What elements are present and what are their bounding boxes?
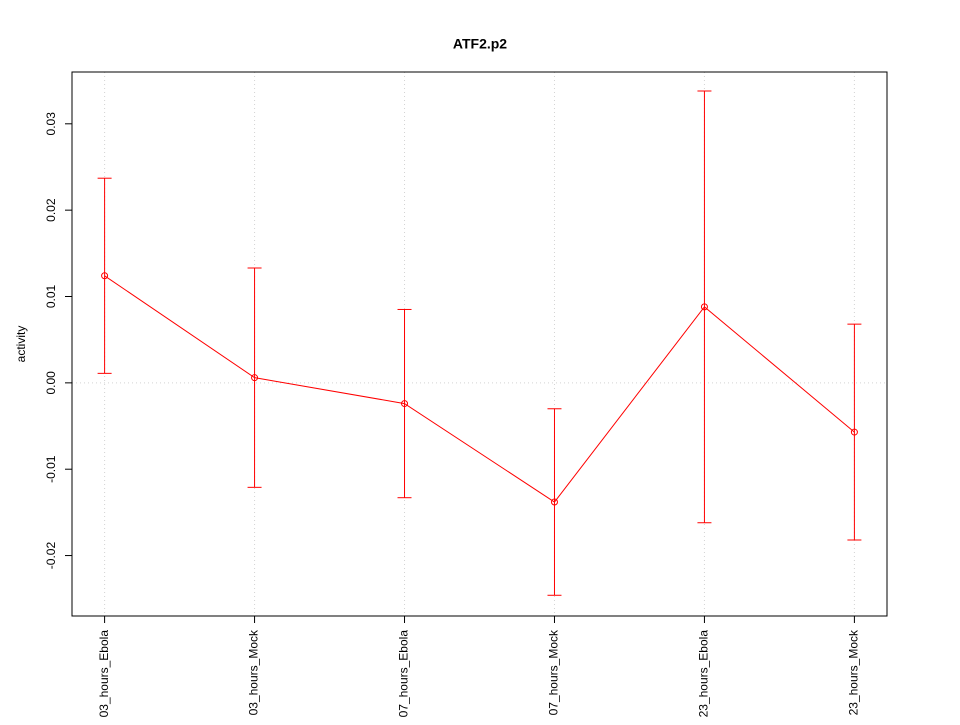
y-axis-label: activity bbox=[14, 326, 28, 363]
y-tick-label: 0.00 bbox=[44, 371, 58, 395]
y-tick-label: 0.02 bbox=[44, 198, 58, 222]
point bbox=[850, 428, 858, 436]
y-tick-label: -0.02 bbox=[44, 542, 58, 570]
error-bar bbox=[847, 323, 862, 541]
x-tick-label: 07_hours_Ebola bbox=[397, 630, 411, 718]
plot-frame bbox=[71, 71, 888, 617]
error-bar bbox=[697, 90, 712, 524]
x-tick-label: 23_hours_Ebola bbox=[697, 630, 711, 718]
x-tick-label: 03_hours_Mock bbox=[247, 629, 261, 715]
point bbox=[251, 374, 259, 382]
x-tick-label: 03_hours_Ebola bbox=[97, 630, 111, 718]
point bbox=[700, 303, 708, 311]
y-tick-label: 0.03 bbox=[44, 112, 58, 136]
chart-title: ATF2.p2 bbox=[453, 36, 507, 52]
x-tick-label: 23_hours_Mock bbox=[847, 629, 861, 715]
error-bar bbox=[97, 177, 112, 374]
error-bar bbox=[397, 308, 412, 499]
point bbox=[550, 498, 558, 506]
error-bar bbox=[247, 267, 262, 488]
y-tick-label: -0.01 bbox=[44, 455, 58, 483]
x-tick-label: 07_hours_Mock bbox=[547, 629, 561, 715]
data-line bbox=[104, 275, 855, 503]
y-tick-label: 0.01 bbox=[44, 285, 58, 309]
point bbox=[101, 272, 109, 280]
error-bar bbox=[547, 408, 562, 596]
point bbox=[401, 400, 409, 408]
